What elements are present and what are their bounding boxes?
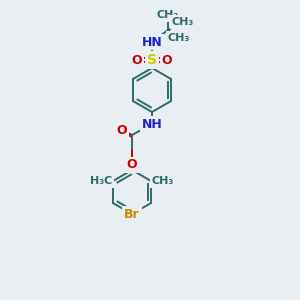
Text: NH: NH <box>142 118 162 130</box>
Text: O: O <box>162 53 172 67</box>
Text: O: O <box>132 53 142 67</box>
Text: CH₃: CH₃ <box>152 176 174 186</box>
Text: CH₃: CH₃ <box>168 33 190 43</box>
Text: CH₃: CH₃ <box>172 17 194 27</box>
Text: H₃C: H₃C <box>90 176 112 186</box>
Text: O: O <box>127 158 137 172</box>
Text: O: O <box>117 124 127 136</box>
Text: S: S <box>147 53 157 67</box>
Text: CH₃: CH₃ <box>157 10 179 20</box>
Text: Br: Br <box>124 208 140 220</box>
Text: HN: HN <box>142 35 162 49</box>
